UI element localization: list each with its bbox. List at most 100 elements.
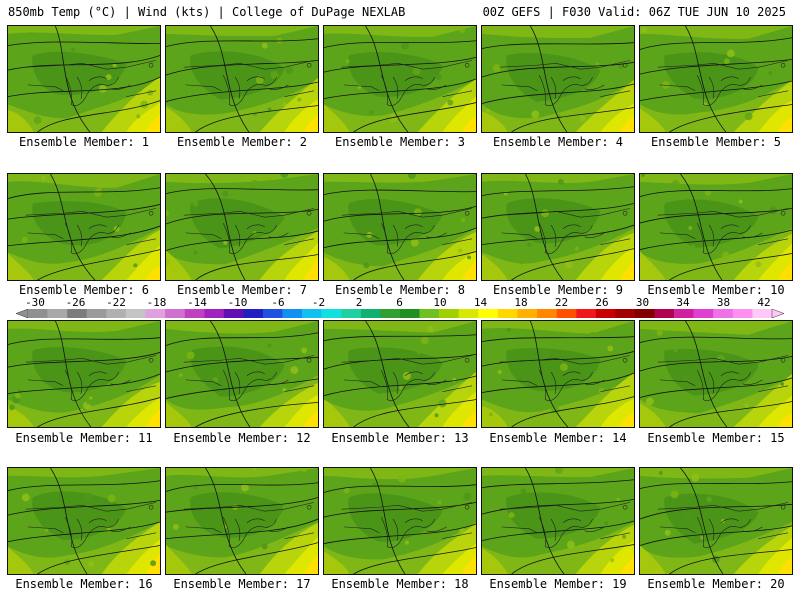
ensemble-member-caption: Ensemble Member: 5: [650, 135, 782, 149]
colorbar-swatch: [165, 309, 185, 318]
colorbar-swatch: [243, 309, 264, 318]
colorbar-swatch: [125, 309, 146, 318]
colorbar-swatch: [634, 309, 655, 318]
colorbar-tick-label: -14: [187, 296, 207, 309]
colorbar-tick-label: -6: [271, 296, 285, 309]
ensemble-member-map: [165, 320, 319, 428]
colorbar-swatch: [67, 309, 87, 318]
ensemble-member-map: [7, 320, 161, 428]
colorbar-swatch: [595, 309, 616, 318]
colorbar-swatch: [752, 309, 773, 318]
ensemble-member-map: [323, 25, 477, 133]
ensemble-member-map: [481, 467, 635, 575]
colorbar-tick-label: -2: [311, 296, 326, 309]
colorbar-tick-label: 10: [433, 296, 447, 309]
colorbar-swatch: [106, 309, 127, 318]
colorbar-swatch: [537, 309, 557, 318]
colorbar-swatch: [86, 309, 107, 318]
colorbar-tick-label: -10: [227, 296, 248, 309]
colorbar-tick-label: 26: [595, 296, 609, 309]
colorbar-swatch: [282, 309, 303, 318]
ensemble-member-caption: Ensemble Member: 13: [331, 431, 469, 445]
colorbar-tick-label: 18: [514, 296, 528, 309]
colorbar-swatch: [145, 309, 166, 318]
temperature-colorbar: [16, 309, 784, 318]
colorbar-swatch: [732, 309, 753, 318]
ensemble-member-caption: Ensemble Member: 8: [334, 283, 466, 297]
colorbar-swatch: [713, 309, 734, 318]
colorbar-swatch: [400, 309, 420, 318]
colorbar-tick-label: 34: [676, 296, 690, 309]
colorbar-swatch: [674, 309, 694, 318]
colorbar-swatch: [321, 309, 342, 318]
colorbar-swatch: [693, 309, 714, 318]
ensemble-member-caption: Ensemble Member: 20: [647, 577, 785, 591]
ensemble-member-map: [481, 25, 635, 133]
colorbar-tick-label: -22: [106, 296, 126, 309]
ensemble-member-caption: Ensemble Member: 2: [176, 135, 308, 149]
ensemble-member-caption: Ensemble Member: 15: [647, 431, 785, 445]
header-left-title: 850mb Temp (°C) | Wind (kts) | College o…: [8, 5, 406, 19]
colorbar-swatch: [360, 309, 381, 318]
ensemble-member-caption: Ensemble Member: 18: [331, 577, 469, 591]
colorbar-swatch: [654, 309, 675, 318]
colorbar-swatch: [47, 309, 68, 318]
colorbar-swatch: [28, 309, 48, 318]
colorbar-tick-label: 30: [635, 296, 650, 309]
colorbar-swatch: [576, 309, 596, 318]
ensemble-member-caption: Ensemble Member: 16: [15, 577, 153, 591]
colorbar-tick-label: -30: [25, 296, 45, 309]
colorbar-tick-label: -18: [146, 296, 167, 309]
ensemble-member-caption: Ensemble Member: 14: [489, 431, 627, 445]
ensemble-member-caption: Ensemble Member: 11: [15, 431, 153, 445]
ensemble-member-map: [323, 320, 477, 428]
ensemble-member-caption: Ensemble Member: 19: [489, 577, 627, 591]
ensemble-member-map: [323, 173, 477, 281]
colorbar-swatch: [380, 309, 401, 318]
header-right-title: 00Z GEFS | F030 Valid: 06Z TUE JUN 10 20…: [482, 5, 786, 19]
colorbar-swatch: [439, 309, 459, 318]
colorbar-swatch: [341, 309, 362, 318]
ensemble-member-map: [165, 173, 319, 281]
ensemble-member-map: [323, 467, 477, 575]
colorbar-swatch: [497, 309, 518, 318]
ensemble-member-map: [165, 467, 319, 575]
ensemble-member-map: [7, 173, 161, 281]
colorbar-swatch: [204, 309, 224, 318]
ensemble-member-map: [7, 467, 161, 575]
colorbar-swatch: [302, 309, 322, 318]
colorbar-swatch: [184, 309, 205, 318]
ensemble-member-caption: Ensemble Member: 7: [176, 283, 308, 297]
ensemble-member-map: [639, 25, 793, 133]
ensemble-member-caption: Ensemble Member: 10: [647, 283, 785, 297]
colorbar-tick-label: 6: [396, 296, 403, 309]
ensemble-member-map: [7, 25, 161, 133]
ensemble-member-caption: Ensemble Member: 17: [173, 577, 311, 591]
ensemble-member-map: [639, 320, 793, 428]
ensemble-member-caption: Ensemble Member: 12: [173, 431, 311, 445]
ensemble-member-map: [165, 25, 319, 133]
ensemble-member-map: [639, 467, 793, 575]
colorbar-tick-label: 42: [757, 296, 771, 309]
ensemble-member-caption: Ensemble Member: 9: [492, 283, 624, 297]
ensemble-member-map: [481, 320, 635, 428]
ensemble-member-caption: Ensemble Member: 4: [492, 135, 624, 149]
colorbar-swatch: [478, 309, 499, 318]
colorbar-tick-label: -26: [65, 296, 86, 309]
ensemble-member-caption: Ensemble Member: 1: [18, 135, 150, 149]
colorbar-tick-label: 14: [473, 296, 488, 309]
colorbar-swatch: [615, 309, 636, 318]
colorbar-tick-label: 22: [554, 296, 569, 309]
ensemble-member-caption: Ensemble Member: 6: [18, 283, 150, 297]
colorbar-swatch: [458, 309, 479, 318]
ensemble-member-caption: Ensemble Member: 3: [334, 135, 466, 149]
colorbar-swatch: [517, 309, 538, 318]
ensemble-member-map: [639, 173, 793, 281]
colorbar-swatch: [556, 309, 577, 318]
colorbar-swatch: [223, 309, 244, 318]
colorbar-right-arrow: [771, 309, 784, 318]
colorbar-tick-label: 38: [716, 296, 731, 309]
ensemble-member-map: [481, 173, 635, 281]
colorbar-left-arrow: [16, 309, 29, 318]
colorbar-swatch: [262, 309, 283, 318]
